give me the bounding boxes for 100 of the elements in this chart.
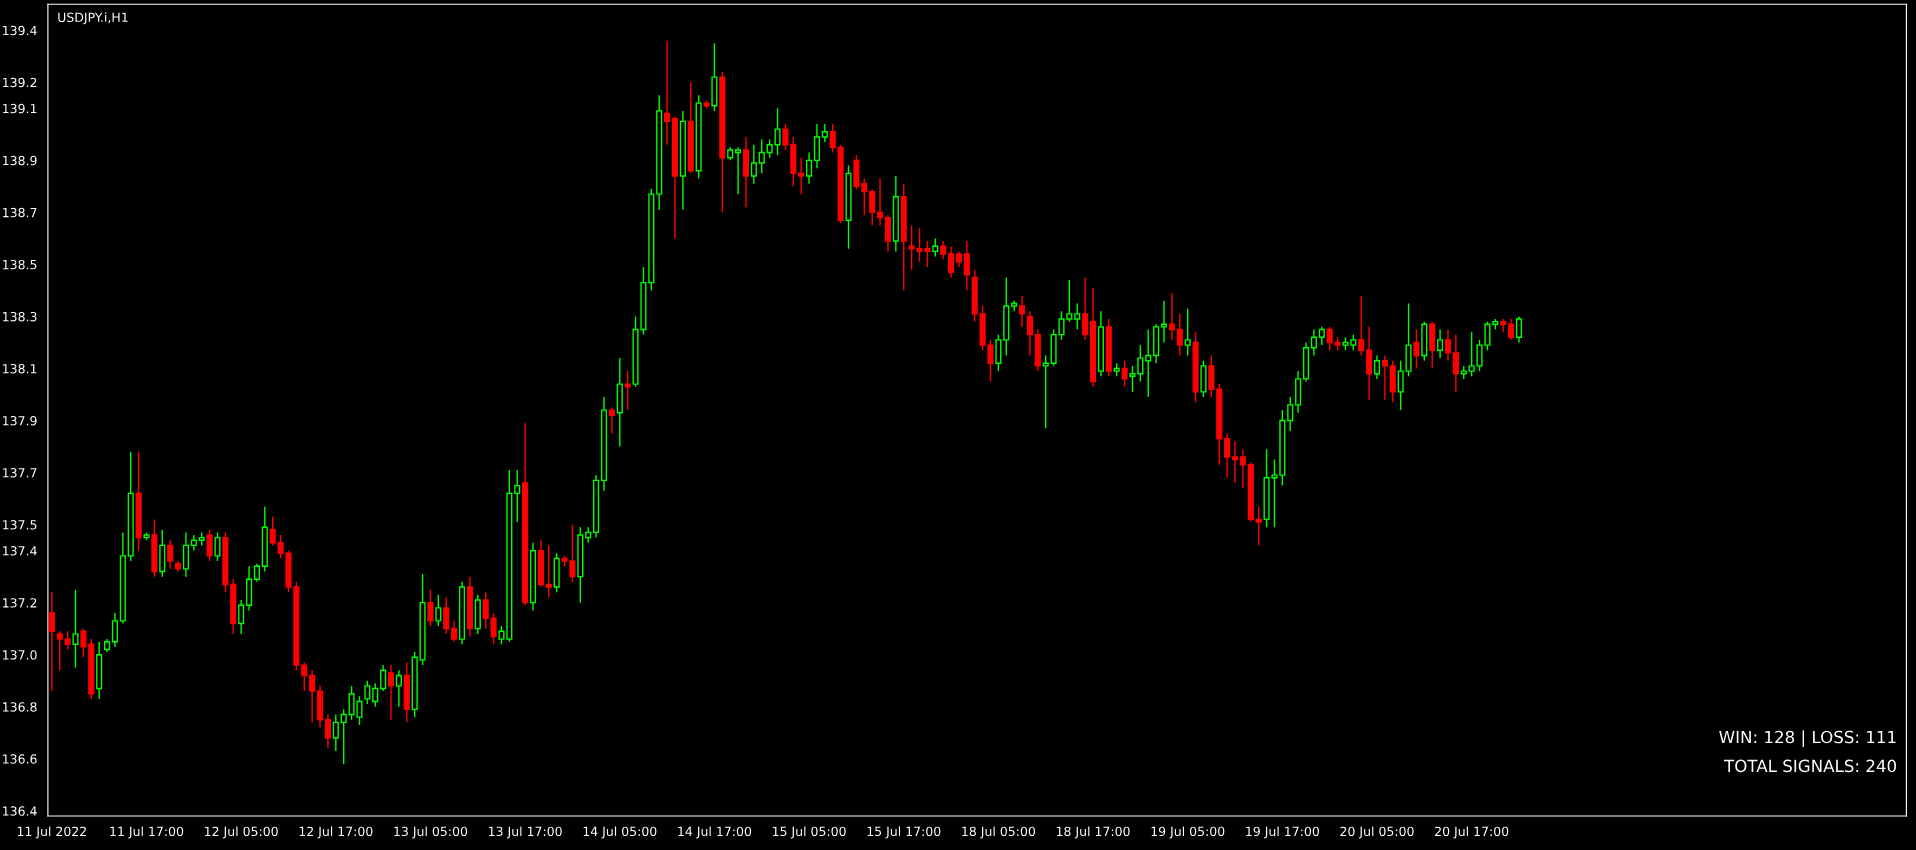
candlestick: [782, 123, 789, 151]
candlestick: [387, 664, 395, 721]
candlestick: [940, 240, 947, 260]
y-tick-label: 139.1: [3, 103, 37, 114]
candlestick: [1224, 432, 1231, 479]
candlestick: [798, 157, 805, 195]
candlestick: [238, 599, 245, 635]
candlestick: [963, 240, 970, 292]
candlestick: [608, 406, 615, 435]
y-tick-label: 138.3: [3, 311, 37, 322]
candlestick: [1452, 333, 1459, 393]
candlestick: [664, 39, 671, 146]
candlestick: [813, 123, 821, 169]
candlestick: [1168, 292, 1175, 341]
candlestick: [1184, 307, 1191, 357]
x-tick-label: 12 Jul 05:00: [205, 826, 278, 839]
candlestick: [380, 664, 387, 692]
candlestick: [206, 529, 213, 562]
x-tick-label: 11 Jul 2022: [17, 826, 86, 839]
candlestick: [253, 562, 260, 583]
candlestick: [214, 531, 221, 562]
candlestick: [1413, 328, 1420, 370]
candlestick: [340, 708, 347, 765]
candlestick: [182, 531, 189, 578]
candlestick: [309, 669, 316, 724]
candlestick: [1437, 328, 1444, 359]
candlestick: [372, 682, 379, 708]
y-tick-label: 137.7: [3, 468, 37, 478]
candlestick: [1444, 328, 1452, 362]
candlestick: [427, 588, 434, 627]
candlestick: [545, 544, 552, 599]
candlestick: [1287, 396, 1294, 432]
candlestick: [1074, 302, 1081, 331]
x-tick-label: 13 Jul 17:00: [489, 826, 562, 839]
text: WIN: 128 | LOSS: 111: [1719, 730, 1896, 747]
candlestick: [932, 237, 939, 258]
candlestick: [1318, 326, 1325, 346]
x-tick-label: 18 Jul 17:00: [1056, 826, 1130, 839]
candlestick: [1310, 328, 1317, 357]
candlestick: [1042, 354, 1049, 430]
candlestick: [332, 713, 339, 752]
candlestick: [1373, 354, 1381, 380]
candlestick: [1255, 505, 1262, 547]
candlestick: [395, 669, 402, 708]
candlestick: [364, 680, 371, 705]
candlestick: [1160, 300, 1168, 344]
candlestick: [1145, 328, 1152, 398]
candlestick: [1176, 313, 1183, 357]
candlestick: [869, 188, 876, 227]
candlestick: [1208, 354, 1215, 398]
x-tick-label: 14 Jul 05:00: [583, 826, 657, 839]
candlestick: [1239, 448, 1246, 489]
candlestick: [877, 177, 884, 227]
candlestick: [80, 627, 87, 658]
candlestick: [624, 370, 631, 411]
x-tick-label: 15 Jul 17:00: [867, 826, 941, 839]
candlestick: [1026, 310, 1033, 357]
x-tick-label: 12 Jul 17:00: [299, 826, 373, 839]
x-tick-label: 18 Jul 05:00: [962, 826, 1036, 839]
candlestick: [443, 596, 450, 635]
y-tick-label: 137.5: [3, 520, 37, 530]
x-tick-label: 20 Jul 17:00: [1435, 826, 1509, 839]
y-tick-label: 138.9: [3, 155, 37, 166]
x-tick-label: 15 Jul 05:00: [772, 826, 846, 839]
x-tick-label: 20 Jul 05:00: [1340, 826, 1414, 839]
x-tick-label: 19 Jul 17:00: [1246, 826, 1319, 839]
candlestick: [1121, 359, 1128, 388]
y-tick-label: 138.1: [3, 363, 37, 374]
candlestick: [806, 151, 813, 185]
candlestick: [995, 333, 1002, 372]
candlestick: [947, 245, 955, 279]
candlestick: [1082, 276, 1089, 341]
candlestick: [829, 123, 836, 154]
candlestick: [435, 594, 442, 627]
candlestick: [190, 534, 197, 552]
y-tick-label: 136.4: [3, 806, 37, 816]
y-tick-label: 136.8: [3, 702, 37, 712]
candlestick: [735, 146, 742, 195]
candlestick: [1231, 440, 1239, 484]
y-tick-label: 138.5: [3, 259, 37, 270]
candlestick: [861, 177, 868, 216]
x-tick-label: 11 Jul 17:00: [110, 826, 184, 839]
candlestick: [821, 123, 828, 143]
x-tick-label: 14 Jul 17:00: [678, 826, 752, 839]
candlestick: [269, 516, 276, 547]
candlestick: [1381, 354, 1388, 401]
text: USDJPY.i,H1: [58, 12, 128, 25]
candlestick: [56, 630, 63, 671]
y-tick-label: 137.4: [3, 546, 37, 556]
y-tick-label: 139.4: [3, 25, 37, 36]
text: TOTAL SIGNALS: 240: [1724, 759, 1897, 773]
candlestick: [324, 713, 331, 750]
y-tick-label: 139.2: [3, 77, 37, 88]
candlestick: [64, 630, 71, 651]
y-tick-label: 137.0: [3, 650, 37, 660]
x-tick-label: 13 Jul 05:00: [394, 826, 468, 839]
candlestick: [1366, 326, 1373, 401]
candlestick: [72, 588, 79, 669]
candlestick: [167, 539, 174, 570]
candlestick: [514, 469, 521, 523]
